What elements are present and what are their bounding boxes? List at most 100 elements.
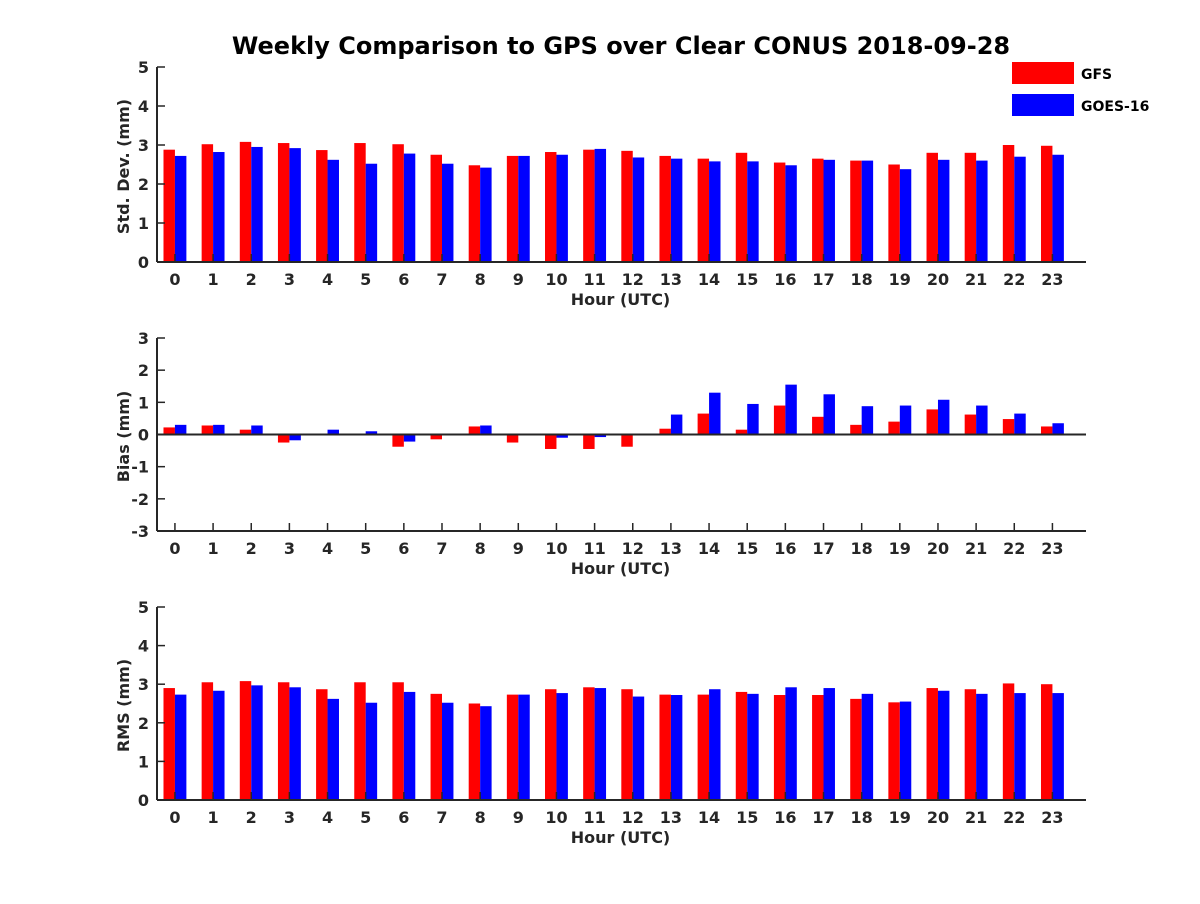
bar-goes-16-9 [518, 694, 530, 800]
bar-gfs-19 [888, 421, 900, 435]
bar-goes-16-21 [976, 160, 988, 262]
x-tick-label: 10 [545, 808, 567, 827]
y-tick-label: 0 [138, 791, 149, 810]
bar-gfs-5 [354, 682, 366, 800]
x-tick-label: 14 [698, 539, 720, 558]
bar-goes-16-6 [403, 434, 416, 442]
bar-goes-16-8 [480, 706, 492, 800]
x-tick-label: 23 [1041, 808, 1063, 827]
bar-gfs-11 [583, 687, 595, 800]
y-tick-label: 4 [138, 637, 149, 656]
x-tick-label: 3 [284, 539, 295, 558]
x-tick-label: 4 [322, 808, 333, 827]
x-tick-label: 0 [169, 539, 180, 558]
bar-goes-16-19 [899, 405, 912, 435]
bar-gfs-8 [468, 426, 481, 435]
chart-title: Weekly Comparison to GPS over Clear CONU… [232, 32, 1010, 60]
y-tick-label: 2 [138, 361, 149, 380]
x-tick-label: 19 [889, 808, 911, 827]
bar-gfs-2 [239, 681, 252, 800]
x-tick-label: 1 [208, 270, 219, 289]
y-tick-label: 1 [138, 752, 149, 771]
x-axis-label: Hour (UTC) [571, 559, 671, 578]
bar-gfs-0 [163, 688, 175, 800]
x-tick-label: 0 [169, 270, 180, 289]
bar-goes-16-15 [747, 693, 759, 800]
bar-goes-16-20 [937, 690, 950, 800]
x-tick-label: 2 [246, 539, 257, 558]
bar-gfs-21 [964, 689, 977, 800]
bar-goes-16-11 [594, 688, 607, 800]
bar-gfs-1 [201, 682, 214, 800]
bar-gfs-14 [697, 158, 710, 262]
bar-goes-16-5 [365, 431, 378, 435]
bar-goes-16-4 [327, 698, 339, 800]
x-tick-label: 20 [927, 539, 949, 558]
x-tick-label: 15 [736, 539, 758, 558]
x-tick-label: 23 [1041, 270, 1063, 289]
bar-gfs-17 [812, 416, 824, 435]
bar-goes-16-20 [937, 399, 950, 435]
y-axis-label: Std. Dev. (mm) [114, 99, 133, 234]
bar-gfs-13 [659, 694, 671, 800]
bar-goes-16-23 [1052, 154, 1064, 262]
bar-goes-16-2 [251, 146, 263, 262]
bar-gfs-8 [468, 165, 481, 262]
x-tick-label: 9 [513, 539, 524, 558]
bar-gfs-18 [850, 698, 862, 800]
bar-goes-16-12 [632, 157, 645, 262]
x-tick-label: 14 [698, 808, 720, 827]
bar-goes-16-8 [480, 425, 492, 435]
bar-gfs-15 [735, 691, 748, 800]
bar-goes-16-0 [174, 424, 187, 435]
x-tick-label: 6 [398, 270, 409, 289]
bar-gfs-0 [163, 427, 175, 435]
bar-gfs-3 [277, 143, 290, 262]
bar-gfs-13 [659, 428, 671, 435]
x-tick-label: 12 [622, 539, 644, 558]
x-tick-label: 3 [284, 270, 295, 289]
x-tick-label: 18 [851, 270, 873, 289]
x-tick-label: 9 [513, 270, 524, 289]
x-tick-label: 20 [927, 808, 949, 827]
bar-goes-16-22 [1014, 156, 1026, 262]
bar-gfs-3 [277, 434, 290, 443]
bar-goes-16-17 [823, 159, 835, 262]
bar-goes-16-20 [937, 159, 950, 262]
bar-goes-16-12 [632, 696, 645, 800]
x-tick-label: 16 [774, 808, 796, 827]
y-tick-label: 3 [138, 329, 149, 348]
x-tick-label: 5 [360, 808, 371, 827]
legend-label: GOES-16 [1081, 99, 1149, 115]
bar-goes-16-5 [365, 163, 378, 262]
x-tick-label: 17 [812, 539, 834, 558]
y-tick-label: 1 [138, 214, 149, 233]
bar-gfs-17 [812, 695, 824, 800]
x-tick-label: 7 [436, 539, 447, 558]
bar-goes-16-7 [442, 163, 454, 262]
bar-gfs-10 [545, 689, 557, 800]
bar-gfs-3 [277, 682, 290, 800]
bar-gfs-20 [926, 688, 938, 800]
x-tick-label: 16 [774, 270, 796, 289]
bar-gfs-0 [163, 149, 175, 262]
x-tick-label: 5 [360, 270, 371, 289]
bar-gfs-15 [735, 152, 748, 262]
bar-goes-16-15 [747, 161, 759, 262]
y-axis-label: RMS (mm) [114, 659, 133, 752]
x-tick-label: 2 [246, 270, 257, 289]
bar-gfs-1 [201, 425, 214, 435]
bar-goes-16-13 [670, 158, 683, 262]
bar-goes-16-19 [899, 701, 912, 800]
x-tick-label: 13 [660, 808, 682, 827]
x-tick-label: 17 [812, 808, 834, 827]
bar-gfs-7 [430, 154, 442, 262]
bar-gfs-18 [850, 424, 862, 435]
y-tick-label: -2 [131, 490, 149, 509]
bar-goes-16-17 [823, 394, 835, 435]
bar-goes-16-14 [709, 161, 721, 262]
x-tick-label: 11 [583, 270, 605, 289]
